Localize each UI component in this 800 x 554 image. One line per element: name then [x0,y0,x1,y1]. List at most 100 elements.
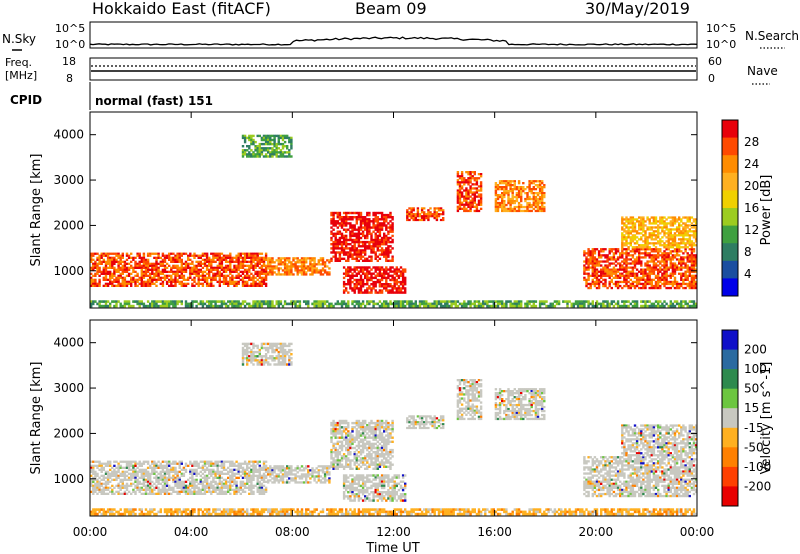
power-cell [473,302,476,306]
power-cell [92,254,95,257]
power-cell [138,304,141,308]
power-cell [667,256,670,259]
velocity-cell [98,476,101,479]
power-cell [614,258,618,261]
power-cell [361,232,365,235]
power-cell [203,264,207,267]
power-cell [277,257,280,260]
power-cell [138,260,141,263]
power-cell [663,284,666,288]
power-cell [246,149,249,152]
power-cell [477,203,481,206]
power-cell [408,213,411,216]
power-cell [682,242,685,245]
power-cell [155,302,158,306]
power-cell [140,300,143,303]
power-cell [383,255,386,258]
power-cell [686,268,689,271]
power-cell [387,283,390,286]
power-cell [374,266,377,269]
power-cell [671,268,675,271]
power-cell [338,238,342,242]
power-cell [330,302,333,306]
power-cell [328,304,331,308]
power-cell [277,140,280,144]
power-cell [98,266,101,269]
power-cell [602,304,605,308]
power-cell [465,187,468,190]
power-cell [319,300,323,303]
power-cell [520,199,523,203]
velocity-cell [92,466,95,469]
power-cell [269,153,272,156]
velocity-cell [140,470,143,473]
power-cell [401,270,405,273]
power-cell [142,270,146,273]
velocity-cell [144,484,148,487]
velocity-cell [127,464,131,467]
power-cell [239,264,242,267]
power-cell [608,264,611,267]
power-cell [218,254,221,257]
power-cell [233,266,236,269]
power-cell [517,203,521,207]
power-cell [376,230,379,233]
power-cell [650,256,653,259]
power-cell [281,261,285,264]
power-cell [235,276,238,279]
power-cell [269,304,272,308]
power-cell [300,265,304,268]
power-cell [309,273,312,276]
power-cell [467,183,470,186]
power-cell [621,236,624,239]
power-cell [256,302,259,306]
power-cell [593,256,597,259]
power-cell [254,280,257,283]
power-cell [694,304,698,308]
power-cell [269,263,272,266]
power-cell [688,284,691,288]
power-cell [121,268,124,271]
power-cell [153,272,156,275]
power-cell [313,263,316,266]
power-cell [682,280,685,284]
power-cell [353,232,356,235]
power-cell [606,268,609,271]
power-cell [604,256,607,259]
power-cell [442,211,445,214]
power-cell [460,187,464,190]
power-cell [654,242,658,245]
velocity-cell [123,478,127,481]
power-cell [665,282,668,286]
velocity-cell [98,482,101,485]
power-cell [530,304,533,308]
power-cell [433,300,436,303]
power-cell [657,256,660,259]
power-cell [334,255,337,258]
power-cell [262,276,266,279]
power-cell [264,138,268,142]
power-cell [657,228,660,231]
power-cell [271,271,274,274]
power-cell [252,282,255,285]
power-cell [623,222,626,225]
power-cell [682,300,685,303]
power-cell [638,244,641,247]
power-cell [243,151,247,154]
power-cell [170,270,173,273]
power-cell [359,302,363,306]
power-cell [463,304,466,308]
power-cell [178,256,181,259]
power-cell [113,300,116,303]
power-cell [621,268,624,271]
power-cell [336,259,339,262]
velocity-cell [90,470,93,473]
power-cell [583,304,586,308]
power-cell [353,274,356,277]
power-cell [657,236,660,239]
power-cell [281,269,285,272]
power-cell [264,140,268,144]
power-cell [355,222,358,225]
power-cell [591,278,594,281]
